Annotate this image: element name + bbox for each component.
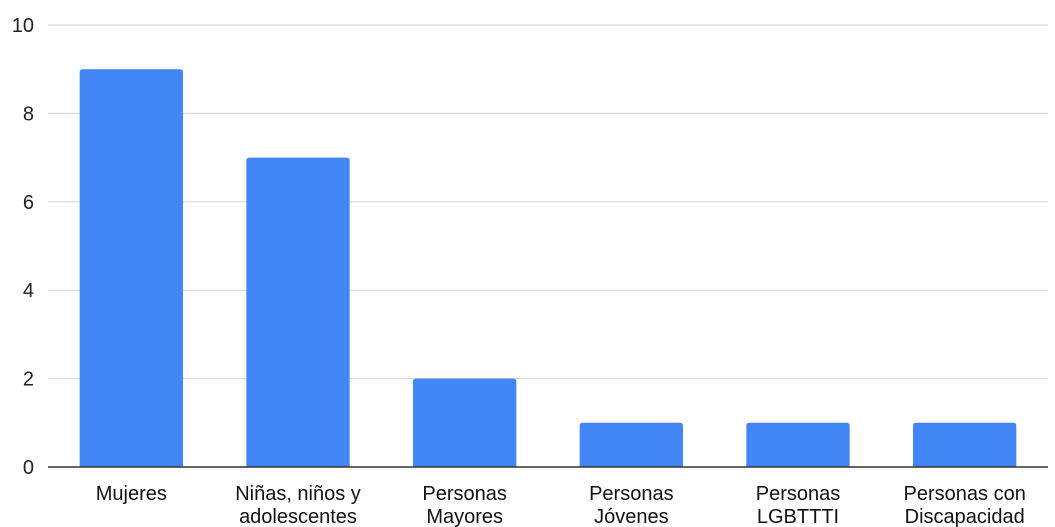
bars xyxy=(79,69,1017,467)
x-category-label-line: Mujeres xyxy=(96,483,167,505)
x-category-label: Personas Jóvenes xyxy=(589,483,674,527)
bar xyxy=(579,422,683,467)
y-tick-label: 6 xyxy=(23,192,34,214)
y-tick-label: 0 xyxy=(23,457,34,479)
x-category-label: Personas LGBTTTI xyxy=(756,483,841,527)
x-category-label-line: Discapacidad xyxy=(905,506,1025,527)
y-tick-label: 2 xyxy=(23,369,34,391)
x-category-label-line: Jóvenes xyxy=(594,506,669,527)
bar xyxy=(79,69,183,467)
bar xyxy=(746,422,850,467)
x-category-label-line: Personas xyxy=(589,483,674,505)
y-tick-label: 8 xyxy=(23,103,34,125)
x-category-label: Niñas, niños y adolescentes xyxy=(235,483,361,527)
x-category-labels: Mujeres Niñas, niños y adolescentes Persona… xyxy=(96,483,1026,527)
x-category-label-line: Personas xyxy=(422,483,507,505)
x-category-label-line: adolescentes xyxy=(239,506,357,527)
bar xyxy=(913,422,1017,467)
y-tick-labels: 0 2 4 6 8 10 xyxy=(12,15,34,479)
x-category-label: Personas Mayores xyxy=(422,483,507,527)
x-category-label: Mujeres xyxy=(96,483,167,505)
x-category-label-line: LGBTTTI xyxy=(757,506,839,527)
gridlines xyxy=(48,24,1048,380)
y-tick-label: 10 xyxy=(12,15,34,37)
x-category-label-line: Personas xyxy=(756,483,841,505)
x-category-label-line: Niñas, niños y xyxy=(235,483,361,505)
bar xyxy=(246,157,350,467)
x-category-label-line: Personas con xyxy=(904,483,1026,505)
x-category-label-line: Mayores xyxy=(426,506,503,527)
x-category-label: Personas con Discapacidad xyxy=(904,483,1026,527)
bar xyxy=(413,378,517,467)
y-tick-label: 4 xyxy=(23,280,34,302)
